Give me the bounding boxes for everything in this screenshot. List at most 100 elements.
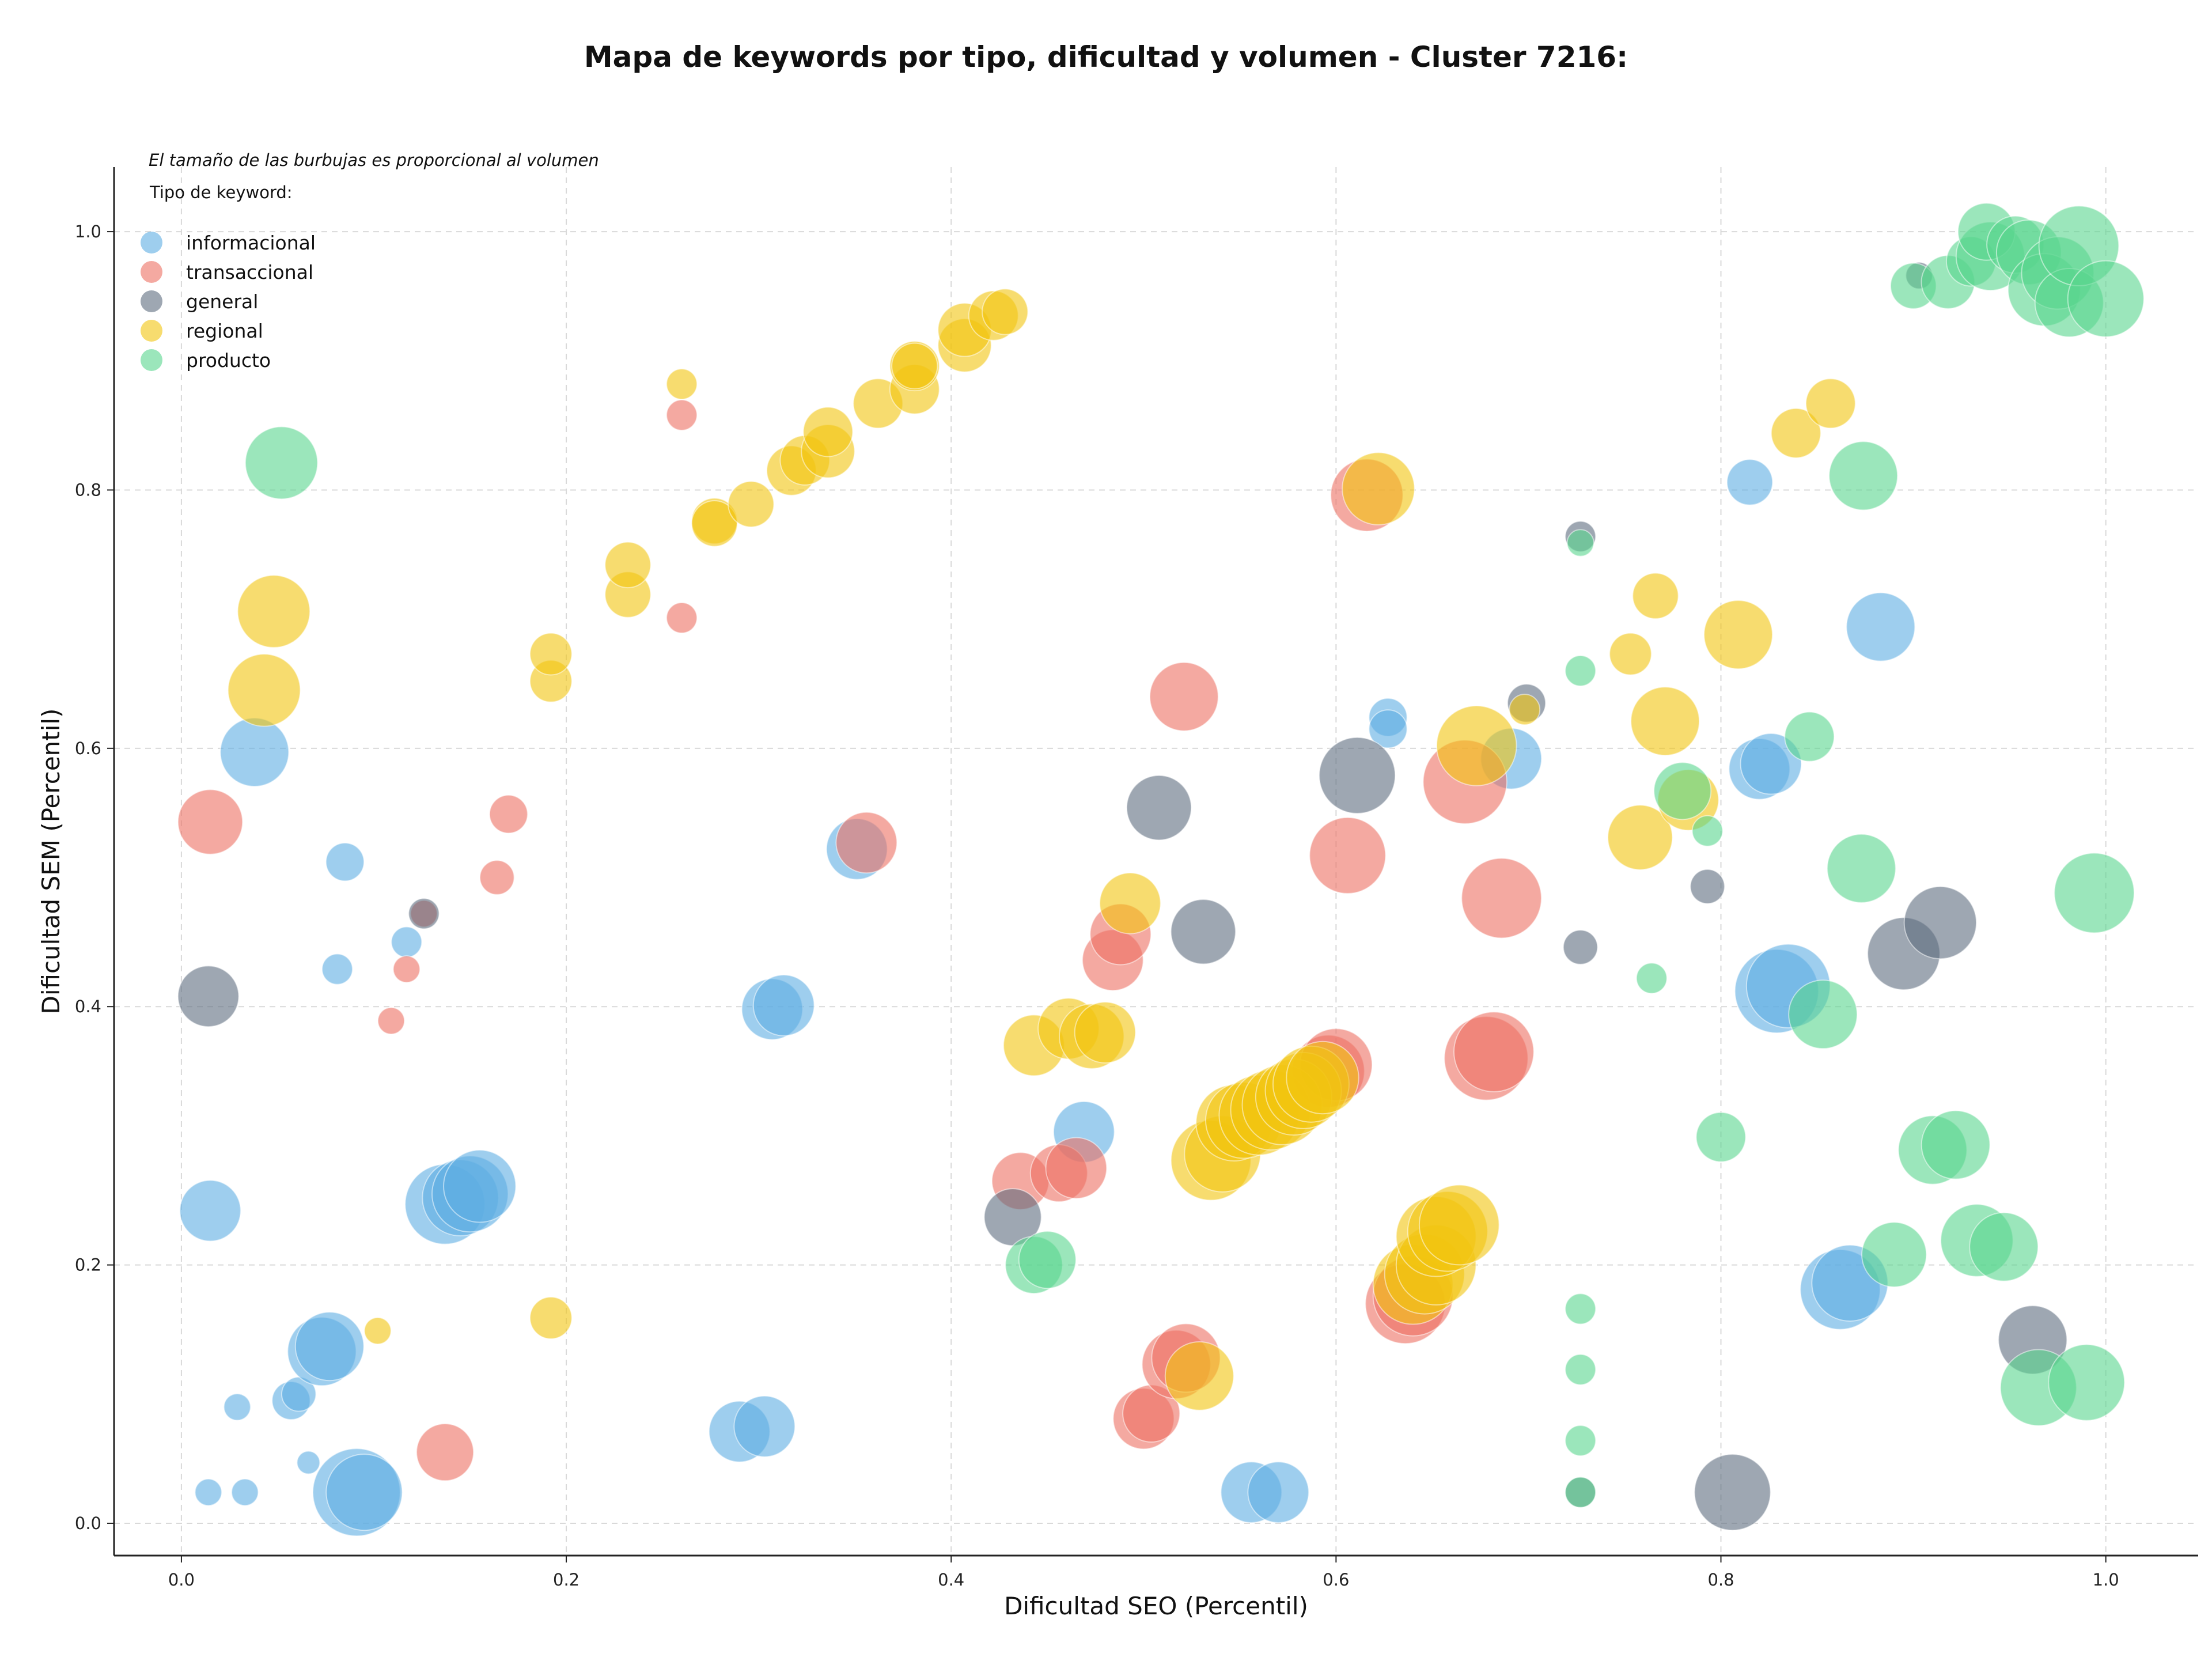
axes	[113, 167, 2198, 1557]
bubble-general	[408, 898, 440, 930]
bubble-general	[1562, 929, 1599, 965]
bubble-informacional	[321, 953, 353, 985]
y-tick-label: 0.2	[75, 1255, 101, 1275]
bubble-regional	[1632, 572, 1679, 619]
bubble-informacional	[219, 717, 290, 787]
bubble-regional	[1164, 1341, 1234, 1411]
bubble-transaccional	[1309, 816, 1387, 894]
bubble-general	[177, 965, 240, 1028]
bubble-regional	[1630, 686, 1700, 756]
bubble-regional	[1607, 804, 1673, 871]
bubble-regional	[1770, 407, 1821, 459]
bubble-regional	[1805, 378, 1856, 429]
bubble-transaccional	[479, 860, 515, 895]
bubble-transaccional	[177, 789, 244, 855]
bubble-producto	[244, 426, 319, 500]
legend-marker-informacional	[141, 232, 162, 253]
bubble-size-note: El tamaño de las burbujas es proporciona…	[149, 150, 599, 170]
bubble-transaccional	[835, 811, 898, 874]
bubble-producto	[1921, 1110, 1991, 1180]
legend-marker-regional	[141, 320, 162, 342]
bubble-transaccional	[1045, 1137, 1108, 1200]
y-tick-label: 0.0	[75, 1514, 101, 1533]
bubble-informacional	[223, 1393, 251, 1421]
bubble-informacional	[1726, 459, 1774, 506]
legend-items: informacional transaccional general regiona…	[141, 232, 316, 372]
bubble-transaccional	[1149, 661, 1219, 732]
legend-title: Tipo de keyword:	[149, 183, 293, 202]
x-tick-label: 0.8	[1707, 1570, 1734, 1590]
bubble-producto	[1828, 441, 1899, 511]
chart-title: Mapa de keywords por tipo, dificultad y …	[584, 40, 1628, 74]
bubble-informacional	[1846, 592, 1916, 662]
legend-label-producto: producto	[186, 349, 271, 372]
bubble-regional	[1418, 1184, 1500, 1266]
bubble-regional	[529, 632, 573, 676]
bubble-transaccional	[666, 399, 698, 431]
bubble-regional	[802, 406, 854, 457]
bubble-informacional	[294, 1311, 365, 1382]
y-tick-label: 0.8	[75, 480, 101, 500]
bubble-producto	[1566, 529, 1594, 557]
bubble-producto	[1018, 1231, 1077, 1289]
y-tick-label: 0.4	[75, 997, 101, 1016]
bubble-informacional	[1368, 709, 1408, 749]
legend-marker-producto	[141, 349, 162, 371]
legend: El tamaño de las burbujas es proporciona…	[141, 150, 599, 372]
bubble-informacional	[325, 842, 365, 882]
bubble-regional	[691, 500, 738, 547]
bubble-general	[1903, 886, 1978, 960]
legend-marker-general	[141, 290, 162, 312]
x-tick-label: 0.2	[553, 1570, 579, 1590]
x-tick-label: 0.6	[1323, 1570, 1349, 1590]
bubble-regional	[227, 653, 301, 727]
bubble-regional	[1609, 632, 1652, 676]
bubble-regional	[1509, 694, 1541, 725]
bubble-producto	[2054, 852, 2135, 934]
bubble-transaccional	[1453, 1011, 1535, 1092]
bubble-informacional	[1740, 732, 1802, 795]
bubble-transaccional	[488, 794, 528, 834]
bubble-producto	[1635, 962, 1668, 994]
bubble-informacional	[443, 1149, 517, 1223]
bubble-regional	[982, 288, 1029, 335]
bubble-general	[1690, 869, 1725, 905]
bubble-producto	[1784, 711, 1835, 762]
bubble-informacional	[179, 1179, 241, 1242]
bubble-regional	[529, 1296, 573, 1340]
bubble-regional	[666, 368, 698, 400]
bubble-regional	[604, 541, 652, 589]
bubble-transaccional	[666, 602, 698, 634]
x-tick-label: 0.0	[168, 1570, 195, 1590]
legend-label-regional: regional	[186, 320, 263, 342]
y-tick-label: 1.0	[75, 222, 101, 241]
bubble-producto	[1565, 1476, 1597, 1508]
bubble-informacional	[231, 1478, 259, 1507]
bubble-regional	[1074, 1001, 1137, 1064]
bubble-informacional	[325, 1454, 403, 1531]
bubble-informacional	[194, 1478, 222, 1507]
bubble-regional	[237, 574, 310, 648]
bubble-producto	[1691, 815, 1724, 847]
bubble-producto	[1565, 1425, 1597, 1456]
bubble-transaccional	[1461, 857, 1542, 939]
ticks: 0.0 0.2 0.4 0.6 0.8 1.0 0.0 0.2 0.4 0.6 0.8 1.0	[75, 222, 2119, 1590]
bubble-informacional	[391, 926, 423, 958]
bubble-producto	[1565, 1293, 1597, 1325]
legend-label-transaccional: transaccional	[186, 261, 313, 283]
y-tick-label: 0.6	[75, 739, 101, 758]
bubble-regional	[1435, 705, 1517, 786]
bubble-informacional	[752, 974, 815, 1036]
bubble-regional	[363, 1316, 392, 1345]
x-axis-label: Dificultad SEO (Percentil)	[1004, 1592, 1308, 1620]
bubble-producto	[1861, 1221, 1927, 1288]
bubble-producto	[1653, 762, 1712, 820]
bubble-regional	[1703, 600, 1773, 669]
bubble-transaccional	[416, 1423, 475, 1482]
bubble-producto	[1565, 1353, 1597, 1386]
x-tick-label: 0.4	[938, 1570, 964, 1590]
x-tick-label: 1.0	[2093, 1570, 2119, 1590]
bubble-producto	[1565, 654, 1597, 687]
legend-label-general: general	[186, 290, 258, 313]
